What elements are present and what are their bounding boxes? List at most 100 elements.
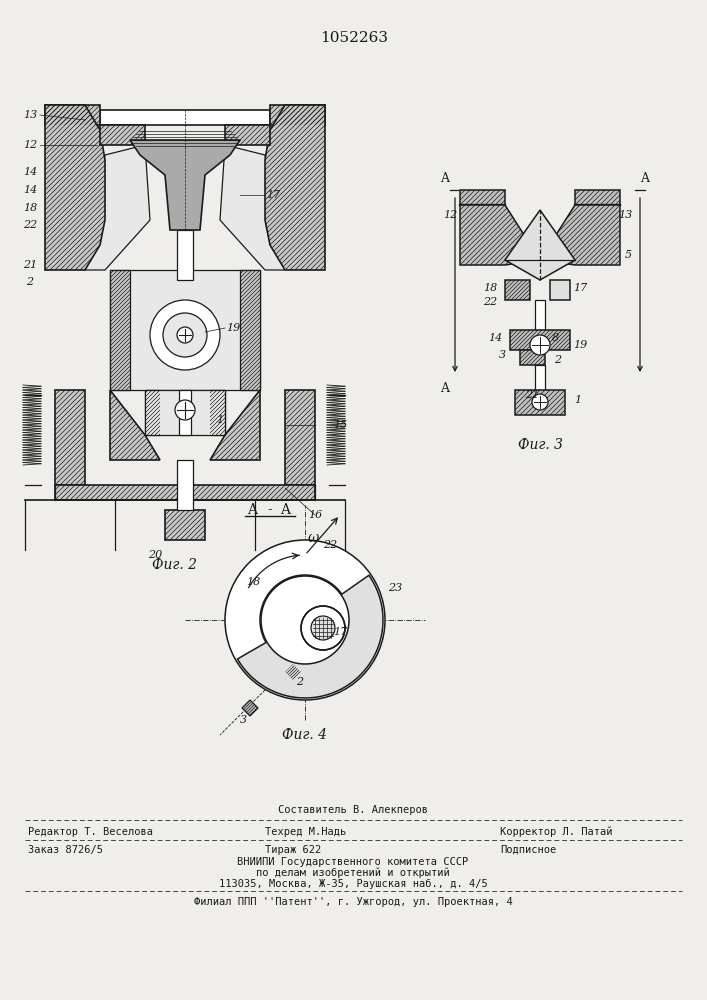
Text: 2: 2 (26, 277, 33, 287)
PathPatch shape (505, 280, 530, 300)
Text: Заказ 8726/5: Заказ 8726/5 (28, 845, 103, 855)
PathPatch shape (540, 205, 620, 265)
Text: 3: 3 (498, 350, 506, 360)
Circle shape (311, 616, 335, 640)
Text: Техред М.Надь: Техред М.Надь (265, 827, 346, 837)
PathPatch shape (520, 350, 545, 365)
PathPatch shape (285, 390, 315, 485)
Text: 22: 22 (323, 540, 337, 550)
PathPatch shape (195, 310, 210, 325)
Text: 1052263: 1052263 (320, 31, 388, 45)
Text: r: r (520, 237, 524, 247)
Text: 20: 20 (148, 550, 162, 560)
Polygon shape (100, 110, 270, 125)
Text: 14: 14 (23, 167, 37, 177)
PathPatch shape (55, 485, 315, 500)
PathPatch shape (515, 390, 565, 415)
PathPatch shape (510, 330, 570, 350)
Polygon shape (220, 145, 285, 270)
PathPatch shape (210, 390, 225, 435)
Text: ВНИИПИ Государственного комитета СССР: ВНИИПИ Государственного комитета СССР (238, 857, 469, 867)
Text: Фиг. 4: Фиг. 4 (283, 728, 327, 742)
Text: A: A (440, 382, 450, 395)
Text: 12: 12 (443, 210, 457, 220)
Text: 1: 1 (216, 415, 223, 425)
PathPatch shape (45, 105, 105, 270)
PathPatch shape (575, 190, 620, 205)
PathPatch shape (460, 190, 505, 205)
Text: 12: 12 (23, 140, 37, 150)
Text: 17: 17 (573, 283, 587, 293)
Polygon shape (110, 270, 260, 390)
Circle shape (301, 606, 345, 650)
PathPatch shape (210, 390, 260, 460)
Circle shape (175, 400, 195, 420)
PathPatch shape (460, 205, 540, 265)
Circle shape (150, 300, 220, 370)
Text: Редактор Т. Веселова: Редактор Т. Веселова (28, 827, 153, 837)
Text: 19: 19 (226, 323, 240, 333)
PathPatch shape (240, 270, 260, 390)
Polygon shape (130, 140, 240, 230)
Text: 3: 3 (240, 715, 247, 725)
PathPatch shape (110, 270, 130, 390)
Circle shape (261, 576, 349, 664)
PathPatch shape (100, 125, 145, 145)
Text: Филиал ППП ''Патент'', г. Ужгород, ул. Проектная, 4: Филиал ППП ''Патент'', г. Ужгород, ул. П… (194, 897, 513, 907)
Text: 2: 2 (296, 677, 303, 687)
Text: 14: 14 (23, 185, 37, 195)
Text: 21: 21 (23, 260, 37, 270)
Circle shape (163, 313, 207, 357)
Text: 22: 22 (23, 220, 37, 230)
Bar (535, 365, 545, 390)
Text: Составитель В. Алекперов: Составитель В. Алекперов (278, 805, 428, 815)
Text: 21: 21 (525, 390, 539, 400)
Text: 17: 17 (266, 190, 280, 200)
Text: 23: 23 (388, 583, 402, 593)
Bar (179, 390, 191, 435)
Text: 13: 13 (618, 210, 632, 220)
PathPatch shape (145, 390, 160, 435)
Bar (177, 230, 193, 280)
Polygon shape (85, 145, 150, 270)
PathPatch shape (160, 310, 175, 325)
Text: Тираж 622: Тираж 622 (265, 845, 321, 855)
Text: 15: 15 (333, 420, 347, 430)
Text: 17: 17 (333, 627, 347, 637)
Polygon shape (550, 280, 570, 300)
Text: A: A (280, 503, 290, 517)
Polygon shape (505, 210, 575, 280)
Text: A: A (641, 172, 650, 185)
Text: 1: 1 (574, 395, 582, 405)
Text: 16: 16 (308, 510, 322, 520)
Text: Фиг. 2: Фиг. 2 (153, 558, 197, 572)
Text: 13: 13 (23, 110, 37, 120)
Text: 18: 18 (483, 283, 497, 293)
Polygon shape (145, 390, 225, 435)
PathPatch shape (285, 664, 301, 680)
Text: 19: 19 (573, 340, 587, 350)
Text: ω: ω (308, 531, 319, 545)
Text: Корректор Л. Патай: Корректор Л. Патай (500, 827, 612, 837)
Text: A: A (440, 172, 450, 185)
Text: 5: 5 (624, 250, 631, 260)
PathPatch shape (225, 125, 270, 145)
PathPatch shape (242, 700, 258, 716)
Circle shape (532, 394, 548, 410)
Circle shape (530, 335, 550, 355)
Text: 14: 14 (488, 333, 502, 343)
PathPatch shape (110, 390, 160, 460)
Bar (535, 300, 545, 330)
Text: -: - (268, 503, 272, 517)
Text: A: A (247, 503, 257, 517)
Text: по делам изобретений и открытий: по делам изобретений и открытий (256, 868, 450, 878)
Text: 113035, Москва, Ж-35, Раушская наб., д. 4/5: 113035, Москва, Ж-35, Раушская наб., д. … (218, 879, 487, 889)
PathPatch shape (165, 510, 205, 540)
Circle shape (225, 540, 385, 700)
Text: 18: 18 (246, 577, 260, 587)
Text: Фиг. 3: Фиг. 3 (518, 438, 563, 452)
Circle shape (177, 327, 193, 343)
Text: 22: 22 (483, 297, 497, 307)
Text: 18: 18 (23, 203, 37, 213)
Bar (177, 460, 193, 510)
